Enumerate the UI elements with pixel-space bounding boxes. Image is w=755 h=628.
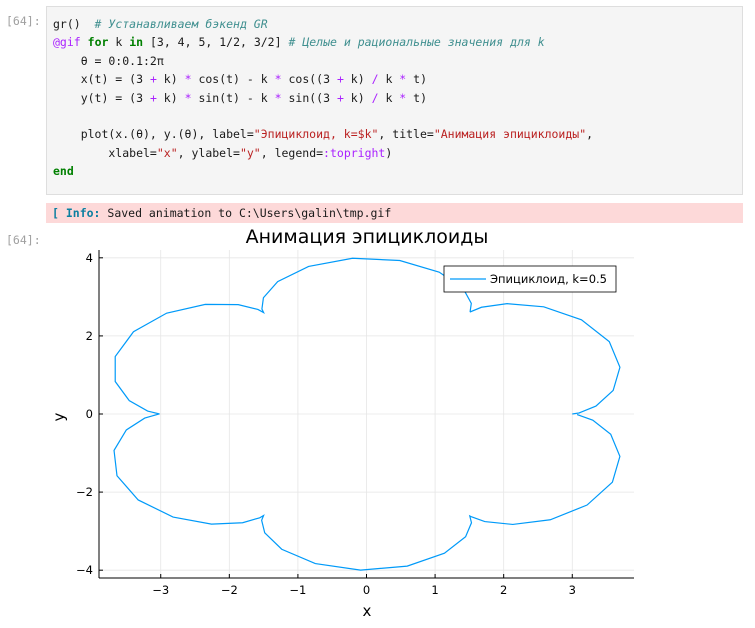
y-tick-label: 2	[86, 329, 93, 343]
code-token: "x"	[156, 145, 178, 160]
code-token: t)	[406, 90, 428, 105]
code-token: k	[108, 35, 130, 50]
code-token: *	[274, 90, 282, 105]
code-token: cos(t) - k	[191, 72, 275, 87]
code-token: +	[336, 90, 344, 105]
code-token: cos((3	[281, 72, 337, 87]
code-token: +	[149, 72, 157, 87]
code-token: *	[274, 72, 282, 87]
code-token: xlabel=	[53, 145, 157, 160]
y-tick-label: 4	[86, 251, 93, 265]
code-editor[interactable]: gr() # Устанавливаем бэкенд GR @gif for …	[47, 7, 742, 189]
x-axis-label: x	[363, 602, 372, 620]
code-token: "Анимация эпициклоиды"	[433, 127, 587, 142]
code-token: ,	[586, 127, 594, 142]
code-token: *	[399, 90, 407, 105]
plot-grid	[99, 250, 634, 578]
code-token: )	[385, 145, 393, 160]
code-token: k)	[343, 90, 372, 105]
x-tick-label: 3	[569, 583, 576, 597]
output-prompt: [64]:	[6, 233, 41, 247]
code-token: , legend=	[260, 145, 324, 160]
code-cell[interactable]: gr() # Устанавливаем бэкенд GR @gif for …	[46, 6, 743, 195]
code-token: *	[184, 90, 192, 105]
x-tick-label: −1	[289, 583, 306, 597]
code-token: k)	[156, 72, 185, 87]
info-tag: [ Info:	[52, 206, 108, 220]
code-token: t)	[406, 72, 428, 87]
code-token: in	[129, 35, 144, 50]
code-token: k	[378, 72, 400, 87]
code-token: *	[399, 72, 407, 87]
code-token: x(t) = (3	[53, 72, 150, 87]
code-token: sin(t) - k	[191, 90, 275, 105]
code-token: /	[371, 72, 379, 87]
code-token: "y"	[239, 145, 261, 160]
code-token: +	[336, 72, 344, 87]
y-tick-label: −2	[76, 485, 93, 499]
y-axis-label: y	[50, 412, 68, 421]
code-token: plot(x.(θ), y.(θ), label=	[53, 127, 254, 142]
y-tick-label: −4	[76, 563, 93, 577]
series-line-epicycloid	[113, 257, 621, 571]
y-tick-label: 0	[86, 407, 93, 421]
input-prompt: [64]:	[6, 14, 41, 28]
code-token: , ylabel=	[177, 145, 240, 160]
x-tick-label: −3	[152, 583, 169, 597]
code-token	[81, 35, 88, 49]
code-token: "Эпициклоид, k=$k"	[253, 127, 379, 142]
x-tick-label: 0	[363, 583, 370, 597]
x-tick-label: −2	[221, 583, 238, 597]
code-token: /	[371, 90, 379, 105]
chart-title: Анимация эпициклоиды	[246, 226, 489, 248]
code-token: sin((3	[281, 90, 337, 105]
code-token: +	[149, 90, 157, 105]
code-token: gr()	[53, 17, 95, 31]
code-token: *	[184, 72, 192, 87]
code-token: k)	[156, 90, 185, 105]
epicycloid-plot: −3 −2 −1 0 1 2 3 −4 −2 0 2 4 Анимация эпициклоиды x…	[50, 226, 634, 620]
code-token: # Целые и рациональные значения для k	[288, 35, 545, 50]
x-tick-label: 2	[500, 583, 507, 597]
code-token: k	[378, 90, 400, 105]
legend-label: Эпициклоид, k=0.5	[490, 272, 607, 286]
code-token: end	[53, 164, 74, 179]
info-message: Saved animation to C:\Users\galin\tmp.gi…	[107, 206, 392, 220]
code-token: [3, 4, 5, 1/2, 3/2]	[143, 35, 289, 50]
code-token: y(t) = (3	[53, 90, 150, 105]
code-token: , title=	[378, 127, 434, 142]
code-token: :topright	[323, 145, 386, 160]
plot-ticks: −3 −2 −1 0 1 2 3 −4 −2 0 2 4	[76, 251, 576, 597]
legend: Эпициклоид, k=0.5	[443, 265, 617, 293]
code-token: k)	[343, 72, 372, 87]
x-tick-label: 1	[431, 583, 438, 597]
code-token: for	[87, 35, 109, 50]
info-output: [ Info: Saved animation to C:\Users\gali…	[46, 203, 743, 223]
code-token: @gif	[53, 35, 81, 50]
code-token: θ = 0:0.1:2π	[53, 53, 164, 68]
code-token: # Устанавливаем бэкенд GR	[94, 17, 268, 31]
